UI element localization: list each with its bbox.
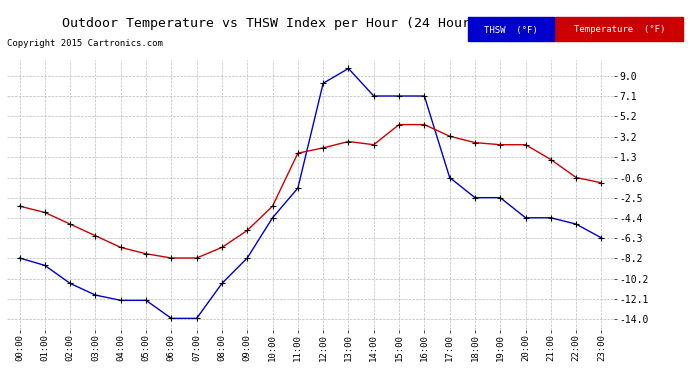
Text: Copyright 2015 Cartronics.com: Copyright 2015 Cartronics.com: [7, 39, 163, 48]
Text: Outdoor Temperature vs THSW Index per Hour (24 Hours) 20150219: Outdoor Temperature vs THSW Index per Ho…: [63, 17, 558, 30]
Text: THSW  (°F): THSW (°F): [484, 26, 538, 34]
Text: Temperature  (°F): Temperature (°F): [573, 26, 665, 34]
